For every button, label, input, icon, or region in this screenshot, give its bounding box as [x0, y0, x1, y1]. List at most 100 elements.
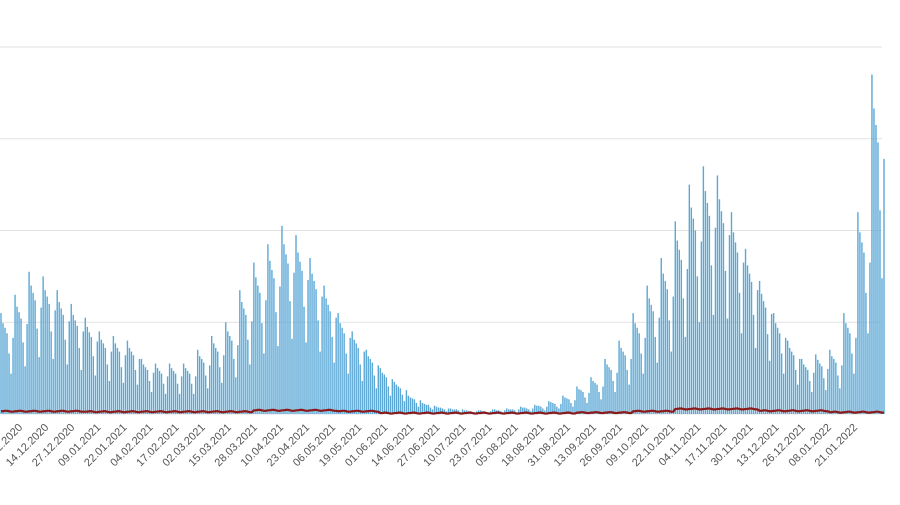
bar: [423, 403, 426, 414]
bar: [536, 405, 538, 414]
bar: [835, 362, 837, 414]
bar: [762, 301, 765, 414]
bar: [106, 364, 109, 414]
bar: [194, 376, 197, 414]
bar: [134, 369, 137, 414]
bar: [606, 364, 608, 414]
bar: [682, 298, 685, 414]
bar: [349, 337, 351, 414]
bar: [632, 313, 634, 414]
bar: [674, 221, 676, 414]
bar: [626, 369, 628, 414]
bar: [229, 336, 231, 414]
bar: [16, 306, 18, 414]
bar: [506, 408, 508, 414]
bar: [877, 142, 879, 415]
bar: [540, 406, 542, 414]
bar: [343, 333, 345, 414]
bar: [750, 281, 753, 414]
bar: [353, 339, 355, 414]
bar: [712, 314, 715, 414]
bar: [813, 372, 815, 414]
bar: [160, 373, 163, 414]
bar: [233, 358, 235, 414]
bar: [319, 351, 321, 414]
bar: [576, 386, 578, 414]
bar: [365, 349, 367, 414]
bar: [375, 388, 377, 414]
bar: [716, 175, 719, 414]
bar: [604, 358, 606, 414]
bar: [293, 272, 295, 414]
bar: [142, 364, 145, 414]
bar: [879, 210, 881, 414]
bar: [534, 404, 536, 414]
bar: [580, 390, 582, 414]
bar: [618, 340, 620, 414]
bar: [383, 374, 386, 414]
bar: [277, 346, 279, 414]
bar: [634, 323, 636, 414]
bar: [544, 410, 546, 414]
bar: [839, 388, 841, 414]
bar: [772, 313, 775, 414]
bar: [213, 343, 215, 414]
bar: [158, 370, 161, 414]
bar: [518, 409, 520, 414]
bar: [622, 351, 624, 414]
bar: [528, 409, 530, 414]
bar: [82, 331, 84, 414]
bar: [285, 254, 287, 414]
bar: [437, 407, 440, 414]
bar: [335, 317, 337, 414]
bar: [736, 252, 739, 414]
bar: [849, 333, 851, 414]
bar: [782, 373, 785, 414]
bar: [572, 406, 574, 414]
bar: [267, 244, 269, 414]
bar: [136, 384, 139, 414]
bar: [738, 292, 741, 414]
bar: [562, 395, 564, 414]
bar: [345, 353, 347, 414]
bar: [776, 327, 779, 414]
bar: [698, 322, 701, 414]
bar: [215, 347, 217, 414]
bar: [542, 408, 544, 414]
bar: [863, 252, 865, 414]
bar: [425, 404, 428, 414]
bar: [807, 369, 809, 414]
bar: [756, 290, 759, 414]
bar: [34, 300, 36, 414]
bar: [124, 355, 127, 414]
bar: [602, 386, 604, 414]
bar: [110, 351, 113, 414]
bar: [385, 377, 388, 414]
bar: [728, 235, 731, 414]
bar: [32, 292, 34, 414]
bar: [851, 353, 853, 414]
bar: [287, 263, 289, 414]
bar: [829, 349, 831, 414]
bar: [231, 340, 233, 414]
bar: [357, 347, 359, 414]
bar: [754, 347, 757, 414]
bar: [845, 323, 847, 414]
bar: [552, 402, 554, 414]
bar: [367, 356, 369, 414]
bar: [241, 302, 243, 414]
bar: [275, 312, 277, 414]
bar: [566, 398, 568, 414]
bar: [522, 407, 524, 414]
bar: [778, 333, 781, 414]
bar: [676, 240, 678, 414]
bar: [427, 404, 430, 414]
bar: [14, 294, 16, 414]
bar: [269, 260, 271, 414]
bar: [351, 331, 353, 414]
bar: [26, 324, 28, 414]
bar: [564, 397, 566, 414]
bar: [666, 289, 668, 414]
bar: [6, 333, 8, 414]
bar: [72, 314, 74, 414]
